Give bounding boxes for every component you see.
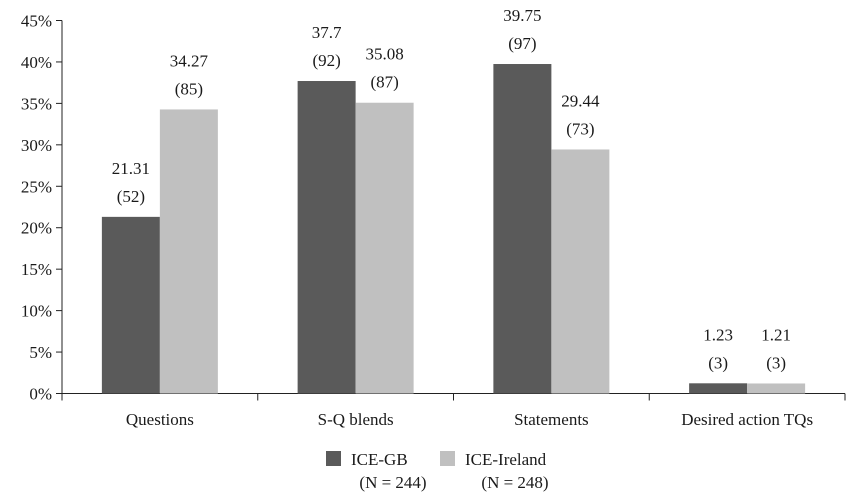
x-tick-label: Desired action TQs (681, 410, 813, 429)
bar-value-label: 1.21 (761, 325, 791, 344)
bar-ice-ireland (159, 109, 218, 394)
bar-ice-gb (689, 383, 748, 394)
x-tick-label: S-Q blends (318, 410, 394, 429)
bar-ice-ireland (551, 149, 610, 394)
y-tick-label: 20% (21, 219, 52, 238)
y-tick-label: 15% (21, 260, 52, 279)
data-labels: 21.31 (52) 34.27 (85) 37.7 (92) 35.08 (87) 39.75… (112, 6, 791, 372)
bar-ice-gb (101, 216, 160, 394)
legend-swatch (326, 451, 341, 466)
bar-count-label: (73) (566, 119, 594, 138)
bar-value-label: 29.44 (561, 91, 600, 110)
legend-swatch (440, 451, 455, 466)
bar-ice-gb (493, 64, 552, 394)
chart-legend: ICE-GB (N = 244) ICE-Ireland (N = 248) (326, 450, 549, 492)
bar-ice-ireland (355, 102, 414, 394)
bar-count-label: (3) (708, 353, 728, 372)
bar-value-label: 37.7 (312, 23, 342, 42)
bar-count-label: (52) (117, 187, 145, 206)
bar-count-label: (87) (370, 73, 398, 92)
y-tick-label: 35% (21, 94, 52, 113)
y-tick-label: 0% (29, 385, 52, 404)
bar-value-label: 39.75 (503, 6, 541, 25)
legend-note: (N = 248) (481, 473, 548, 492)
bar-value-label: 21.31 (112, 159, 150, 178)
bar-count-label: (97) (508, 34, 536, 53)
chart-axes: 0% 5% 10% 15% 20% 25% 30% 35% 40% 45% Questions S-Q… (21, 12, 846, 429)
legend-note: (N = 244) (359, 473, 426, 492)
legend-label: ICE-GB (351, 450, 408, 469)
y-tick-label: 40% (21, 53, 52, 72)
x-tick-label: Questions (126, 410, 194, 429)
y-tick-label: 30% (21, 136, 52, 155)
y-tick-label: 10% (21, 302, 52, 321)
chart-bars (101, 64, 806, 394)
bar-count-label: (92) (312, 51, 340, 70)
bar-ice-ireland (747, 383, 806, 394)
x-tick-label: Statements (514, 410, 589, 429)
legend-label: ICE-Ireland (465, 450, 547, 469)
bar-count-label: (85) (175, 79, 203, 98)
y-tick-label: 45% (21, 12, 52, 31)
bar-value-label: 1.23 (703, 325, 733, 344)
bar-value-label: 35.08 (366, 45, 404, 64)
bar-count-label: (3) (766, 353, 786, 372)
bar-ice-gb (297, 81, 356, 394)
y-tick-label: 25% (21, 177, 52, 196)
y-tick-label: 5% (29, 343, 52, 362)
bar-value-label: 34.27 (170, 51, 209, 70)
